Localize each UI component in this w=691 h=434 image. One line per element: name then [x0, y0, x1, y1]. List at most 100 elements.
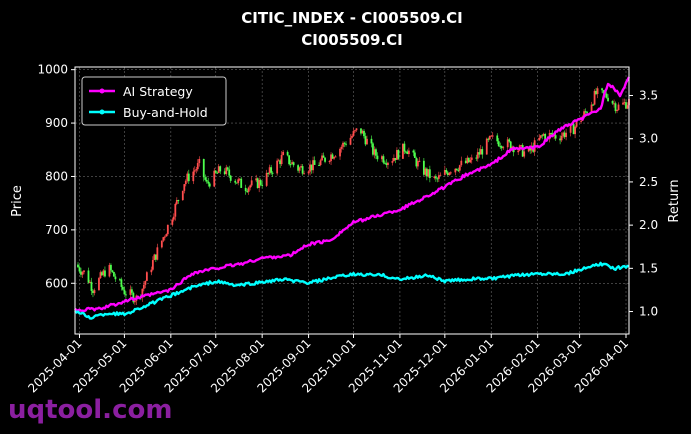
candle-body — [485, 138, 488, 155]
candle-body — [279, 160, 282, 165]
left-axis: 600 700 800 900 1000 — [37, 63, 75, 290]
candle-body — [156, 247, 159, 260]
candle-body — [458, 165, 461, 171]
right-axis: 1.0 1.5 2.0 2.5 3.0 3.5 — [629, 89, 658, 319]
candle-body — [267, 172, 270, 174]
candle-body — [192, 171, 195, 182]
candle-body — [104, 270, 106, 277]
candle-body — [113, 272, 115, 277]
candle-body — [449, 172, 452, 174]
candle-body — [202, 158, 205, 178]
candle-body — [479, 149, 482, 155]
candle-body — [455, 168, 458, 171]
candle-body — [626, 105, 629, 109]
y-tick-label: 1000 — [37, 63, 68, 77]
candle-body — [382, 156, 385, 163]
candle-body — [298, 167, 301, 171]
candle-body — [407, 150, 410, 155]
candle-body — [403, 143, 406, 152]
y-tick-label: 600 — [45, 276, 68, 290]
candle-body — [592, 104, 594, 106]
y2-tick-label: 3.5 — [639, 89, 658, 103]
candle-body — [562, 132, 565, 136]
candle-body — [226, 167, 229, 170]
candle-body — [259, 180, 262, 185]
candle-body — [343, 142, 346, 144]
candle-body — [130, 289, 133, 293]
candle-body — [554, 135, 557, 139]
candle-body — [521, 145, 524, 157]
candle-body — [572, 123, 575, 135]
candle-body — [340, 146, 343, 149]
y2-tick-label: 2.0 — [639, 218, 658, 232]
y-tick-label: 800 — [45, 169, 68, 183]
candle-body — [539, 135, 542, 138]
candle-body — [324, 157, 326, 162]
candle-body — [292, 162, 295, 166]
candle-body — [282, 151, 285, 156]
candle-body — [622, 102, 624, 105]
candle-body — [160, 240, 163, 248]
candle-body — [623, 102, 626, 104]
candle-body — [184, 180, 187, 185]
candle-body — [111, 270, 114, 273]
candle-body — [496, 135, 499, 142]
candle-body — [83, 270, 85, 273]
candle-body — [393, 158, 395, 162]
candle-body — [99, 272, 102, 279]
candle-body — [333, 157, 335, 159]
candle-body — [166, 224, 169, 235]
candle-body — [114, 276, 117, 280]
candle-body — [544, 134, 547, 140]
candle-body — [422, 160, 425, 175]
candle-body — [277, 160, 280, 162]
candle-body — [352, 131, 355, 136]
candle-body — [307, 171, 310, 174]
candle-body — [373, 149, 376, 155]
candle-body — [376, 155, 379, 160]
candle-body — [351, 135, 353, 138]
candle-body — [177, 200, 180, 202]
candle-body — [198, 158, 201, 164]
candle-body — [601, 88, 603, 91]
candle-body — [240, 178, 243, 188]
candle-body — [300, 166, 302, 168]
candle-body — [93, 290, 96, 294]
candle-body — [428, 169, 431, 179]
candle-body — [219, 166, 222, 172]
candle-body — [162, 237, 165, 241]
candle-body — [122, 286, 124, 290]
candle-body — [261, 184, 264, 186]
y2-axis-label: Return — [667, 179, 682, 222]
candle-body — [391, 161, 394, 163]
candle-body — [541, 135, 544, 137]
candle-body — [145, 272, 148, 281]
candle-body — [328, 161, 331, 163]
candle-body — [476, 152, 479, 159]
candle-body — [154, 254, 157, 260]
candle-body — [268, 167, 271, 174]
candle-body — [205, 179, 208, 182]
candle-body — [237, 179, 240, 183]
candle-body — [506, 139, 509, 148]
candle-body — [171, 219, 174, 225]
candle-body — [151, 260, 154, 270]
candle-body — [153, 254, 156, 261]
candle-body — [520, 145, 523, 147]
candle-body — [595, 90, 597, 94]
y-tick-label: 900 — [45, 116, 68, 130]
candle-body — [132, 292, 135, 303]
candle-body — [583, 111, 585, 117]
candle-body — [312, 160, 314, 171]
candle-body — [144, 280, 147, 285]
price-candles — [77, 86, 630, 306]
candle-body — [129, 289, 132, 295]
candle-body — [123, 289, 126, 295]
candle-body — [445, 169, 448, 173]
candle-body — [228, 169, 231, 176]
candle-body — [196, 163, 199, 170]
candle-body — [361, 130, 364, 134]
y-tick-label: 700 — [45, 223, 68, 237]
candle-body — [195, 169, 198, 171]
candle-body — [517, 150, 520, 153]
